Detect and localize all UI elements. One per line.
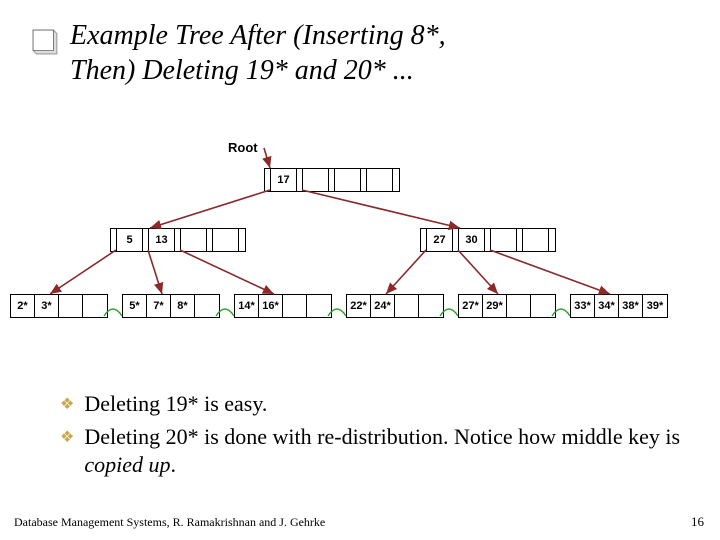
leaf-entry	[307, 295, 331, 317]
leaf-entry: 22*	[347, 295, 371, 317]
leaf-entry: 38*	[619, 295, 643, 317]
bullet-item: ❖ Deleting 20* is done with re-distribut…	[60, 423, 690, 480]
internal-node: 17	[264, 168, 400, 192]
title-line-1: Example Tree After (Inserting 8*,	[70, 20, 446, 51]
node-key: 27	[427, 229, 453, 251]
internal-node: 5 13	[110, 228, 246, 252]
node-key	[491, 229, 517, 251]
title-line-2: Then) Deleting 19* and 20* ...	[70, 55, 414, 86]
leaf-entry	[419, 295, 443, 317]
node-key	[523, 229, 549, 251]
leaf-node: 33*34*38*39*	[570, 294, 668, 318]
root-label: Root	[228, 140, 258, 155]
leaf-entry: 27*	[459, 295, 483, 317]
title-bullet-icon	[28, 25, 62, 59]
bullet-item: ❖ Deleting 19* is easy.	[60, 390, 690, 419]
node-key: 17	[271, 169, 297, 191]
diamond-icon: ❖	[60, 394, 74, 414]
leaf-entry	[283, 295, 307, 317]
leaf-entry: 8*	[171, 295, 195, 317]
leaf-entry	[59, 295, 83, 317]
internal-node: 27 30	[420, 228, 556, 252]
node-key	[335, 169, 361, 191]
leaf-entry: 24*	[371, 295, 395, 317]
page-number: 16	[691, 514, 704, 530]
leaf-node: 5*7*8*	[122, 294, 220, 318]
leaf-entry: 33*	[571, 295, 595, 317]
node-key: 5	[117, 229, 143, 251]
bullet-text: Deleting 19* is easy.	[84, 390, 267, 419]
leaf-node: 14*16*	[234, 294, 332, 318]
leaf-entry: 16*	[259, 295, 283, 317]
leaf-node: 27*29*	[458, 294, 556, 318]
node-key: 13	[149, 229, 175, 251]
leaf-entry	[395, 295, 419, 317]
leaf-node: 2*3*	[10, 294, 108, 318]
diamond-icon: ❖	[60, 427, 74, 447]
node-key	[367, 169, 393, 191]
leaf-entry: 2*	[11, 295, 35, 317]
leaf-entry: 5*	[123, 295, 147, 317]
node-key: 30	[459, 229, 485, 251]
node-key	[303, 169, 329, 191]
leaf-entry	[195, 295, 219, 317]
leaf-entry: 39*	[643, 295, 667, 317]
leaf-entry: 14*	[235, 295, 259, 317]
leaf-entry	[83, 295, 107, 317]
footer-text: Database Management Systems, R. Ramakris…	[14, 515, 325, 530]
leaf-node: 22*24*	[346, 294, 444, 318]
node-key	[181, 229, 207, 251]
leaf-entry	[507, 295, 531, 317]
node-key	[213, 229, 239, 251]
leaf-entry: 34*	[595, 295, 619, 317]
bullet-list: ❖ Deleting 19* is easy. ❖ Deleting 20* i…	[60, 390, 690, 484]
bullet-text: Deleting 20* is done with re-distributio…	[84, 423, 690, 480]
leaf-entry: 3*	[35, 295, 59, 317]
slide-title: Example Tree After (Inserting 8*, Then) …	[70, 18, 690, 88]
leaf-entry	[531, 295, 555, 317]
leaf-entry: 7*	[147, 295, 171, 317]
leaf-entry: 29*	[483, 295, 507, 317]
